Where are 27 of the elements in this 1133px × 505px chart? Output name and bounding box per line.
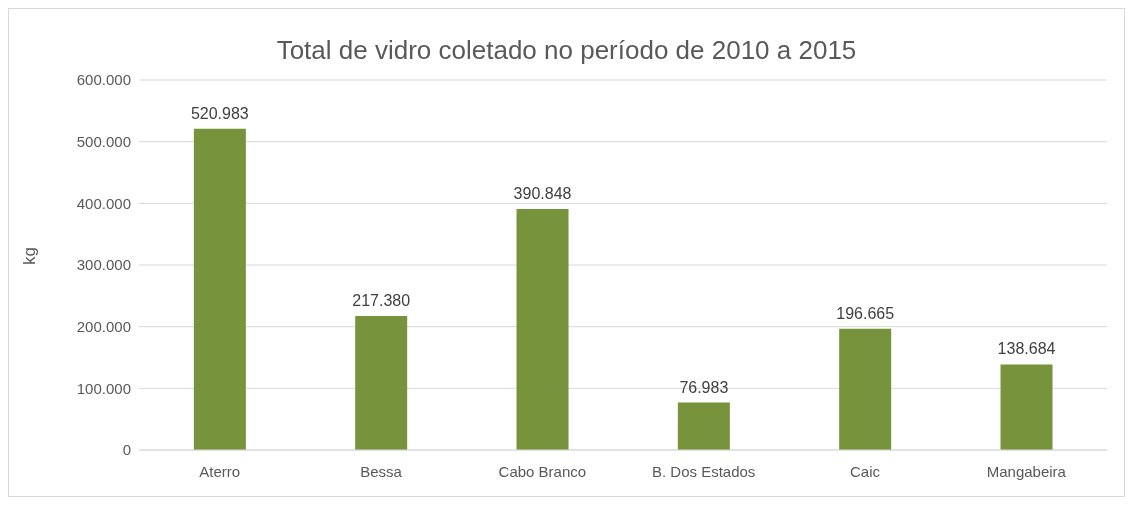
- data-label: 76.983: [679, 378, 729, 396]
- x-tick-label: Bessa: [360, 462, 403, 480]
- bar: [516, 208, 569, 450]
- y-tick-label: 200.000: [76, 317, 131, 335]
- data-label: 138.684: [997, 340, 1056, 358]
- y-tick-label: 300.000: [76, 256, 131, 274]
- x-tick-label: Cabo Branco: [498, 462, 587, 480]
- data-label: 196.665: [836, 304, 895, 322]
- y-tick-label: 400.000: [76, 194, 131, 212]
- y-tick-label: 0: [122, 441, 131, 459]
- y-tick-label: 600.000: [76, 71, 131, 89]
- bar: [839, 328, 892, 450]
- x-tick-label: Caic: [849, 462, 881, 480]
- x-tick-label: Aterro: [199, 462, 241, 480]
- data-label: 217.380: [352, 291, 411, 309]
- data-label: 520.983: [190, 104, 249, 122]
- bar: [1000, 364, 1053, 450]
- chart-title: Total de vidro coletado no período de 2010 a 2015: [275, 34, 858, 65]
- bar: [355, 315, 408, 450]
- bar: [193, 128, 246, 450]
- x-tick-label: B. Dos Estados: [651, 462, 756, 480]
- y-tick-label: 500.000: [76, 132, 131, 150]
- data-label: 390.848: [513, 184, 572, 202]
- y-axis-title: kg: [20, 247, 40, 265]
- bar: [677, 402, 730, 450]
- x-tick-label: Mangabeira: [986, 462, 1067, 480]
- y-tick-label: 100.000: [76, 379, 131, 397]
